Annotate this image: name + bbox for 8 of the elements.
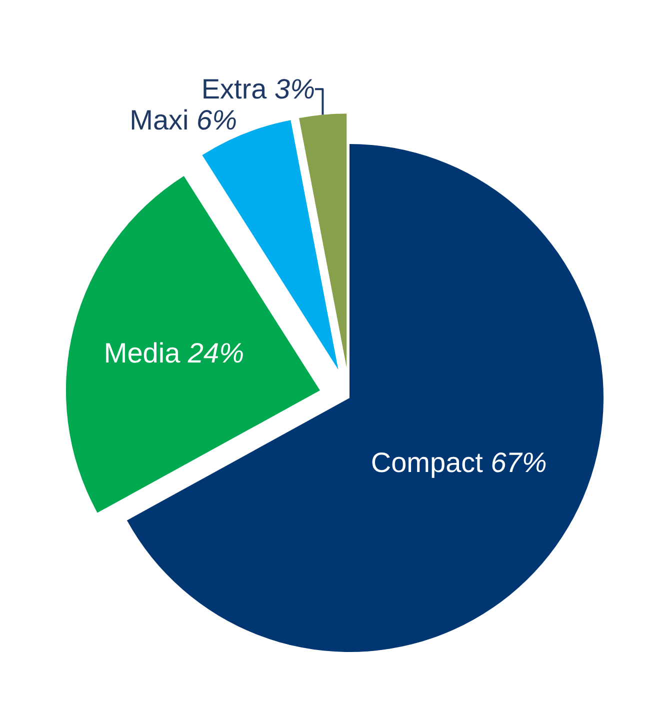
slice-label: Maxi xyxy=(130,104,189,136)
slice-label: Compact xyxy=(370,447,483,478)
data-label: 3% xyxy=(274,74,315,105)
data-label: 24% xyxy=(186,337,244,368)
data-label: 6% xyxy=(196,104,238,136)
slice-label: Media xyxy=(104,337,180,368)
data-label: 67% xyxy=(490,447,547,478)
slice-label: Extra xyxy=(201,74,267,105)
